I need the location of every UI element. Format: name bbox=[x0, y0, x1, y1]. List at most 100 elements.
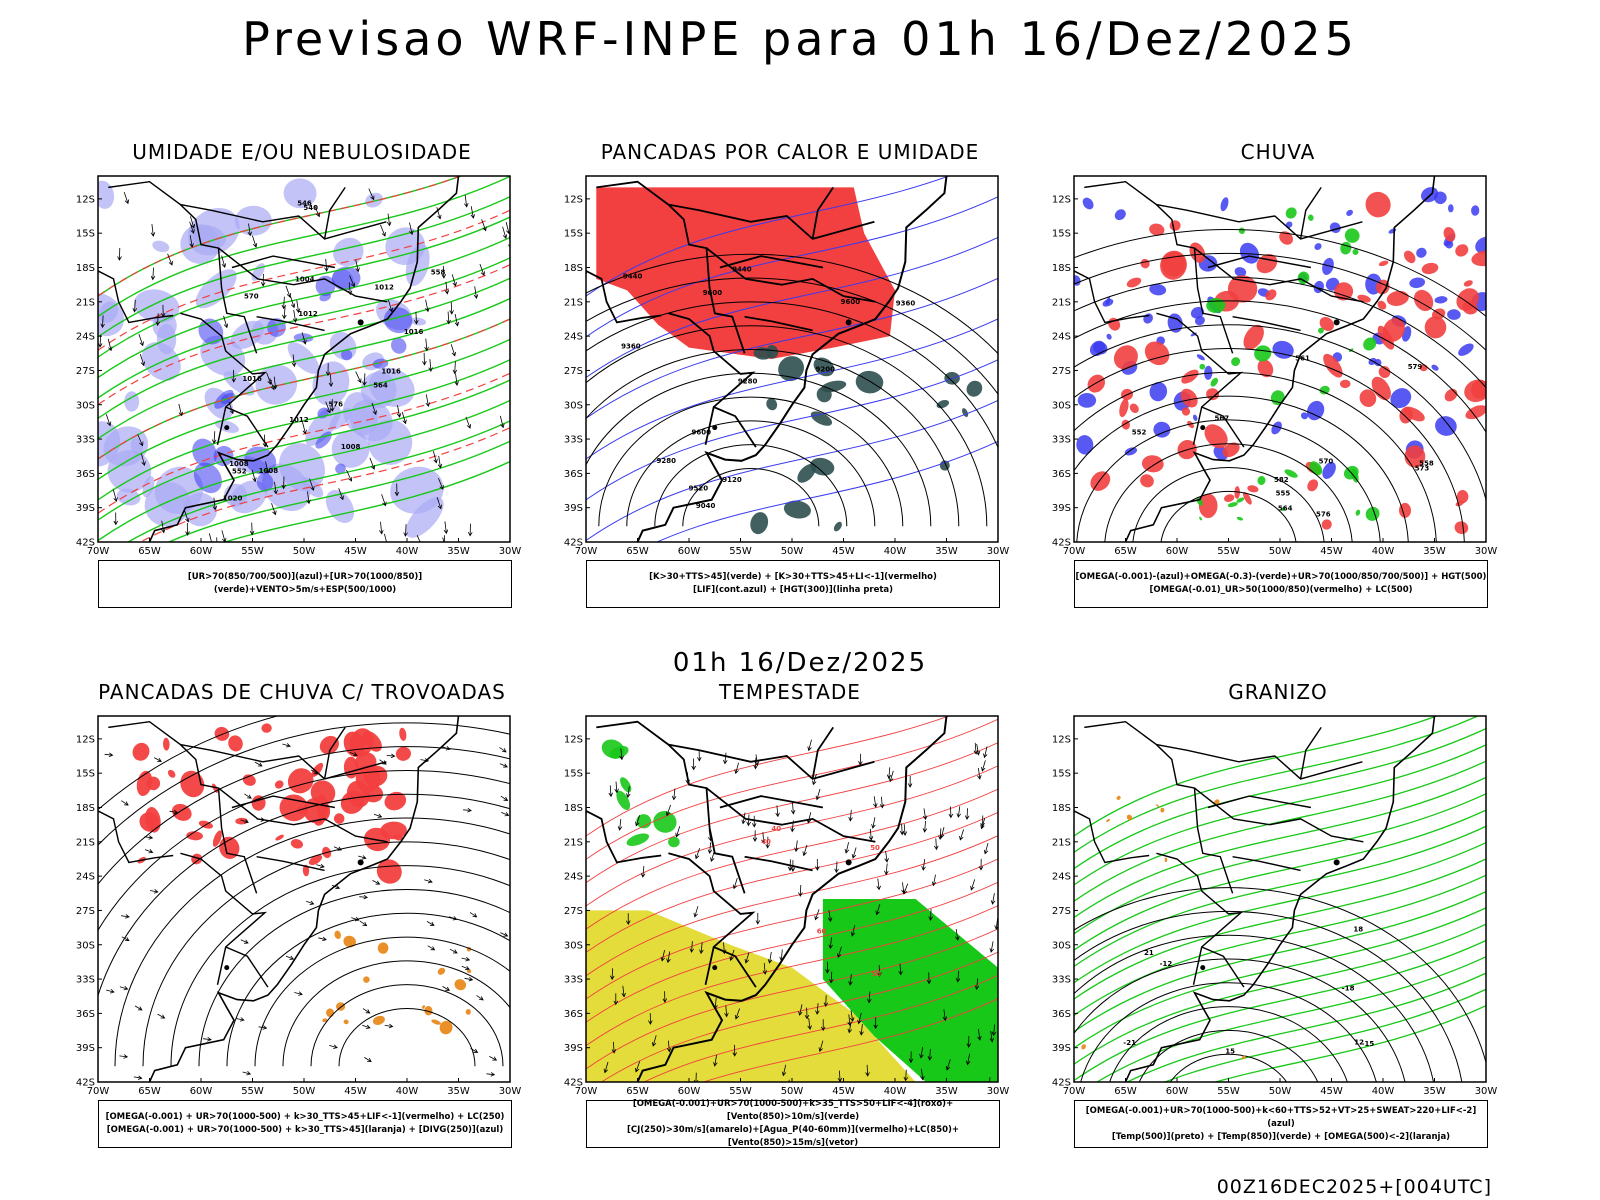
streamline-arrow bbox=[240, 939, 249, 944]
wind-vector bbox=[613, 993, 619, 1006]
contour-label: 561 bbox=[1295, 355, 1310, 363]
streamline-arrow bbox=[104, 752, 114, 758]
height-contour bbox=[1104, 443, 1353, 542]
green-contour bbox=[98, 216, 510, 358]
lon-tick-label: 55W bbox=[729, 546, 752, 557]
lat-tick-label: 33S bbox=[564, 975, 583, 986]
lat-tick-label: 24S bbox=[1052, 332, 1071, 343]
humidity-area bbox=[152, 240, 170, 253]
wind-vector bbox=[324, 258, 329, 272]
wind-vector bbox=[450, 344, 456, 357]
contour-label: 564 bbox=[373, 381, 388, 389]
border-line bbox=[1232, 855, 1301, 872]
contour-label: 1016 bbox=[381, 367, 401, 375]
temp-850-contour bbox=[1163, 988, 1486, 1082]
wind-vector bbox=[640, 866, 646, 878]
wind-vector bbox=[381, 494, 387, 507]
border-line bbox=[586, 810, 662, 864]
omega-area bbox=[1434, 296, 1448, 304]
wind-vector bbox=[454, 373, 459, 387]
wind-vector bbox=[761, 832, 766, 844]
wind-vector bbox=[942, 1009, 948, 1022]
lon-tick-label: 50W bbox=[293, 1086, 316, 1097]
wind-vector bbox=[755, 912, 761, 925]
wind-vector bbox=[433, 450, 438, 464]
lat-tick-label: 27S bbox=[76, 366, 95, 377]
border-line bbox=[668, 743, 875, 780]
rain-area bbox=[1222, 442, 1240, 458]
wind-vector bbox=[899, 823, 905, 836]
thunderstorm-area bbox=[180, 770, 205, 798]
humidity-area bbox=[124, 391, 140, 412]
wind-vector bbox=[502, 226, 508, 239]
border-line bbox=[1299, 726, 1322, 780]
wind-vector bbox=[301, 332, 307, 345]
wind-vector bbox=[273, 481, 278, 495]
lat-tick-label: 30S bbox=[1052, 400, 1071, 411]
contour-label: 570 bbox=[244, 292, 259, 300]
omega-strong-area bbox=[1344, 228, 1360, 243]
border-line bbox=[1156, 852, 1244, 985]
lon-tick-label: 30W bbox=[1475, 546, 1498, 557]
lon-tick-label: 45W bbox=[832, 546, 855, 557]
lon-tick-label: 55W bbox=[241, 1086, 264, 1097]
wind-vector bbox=[189, 221, 195, 234]
rain-area bbox=[1321, 519, 1332, 530]
streamline-arrow bbox=[282, 743, 291, 748]
height-contour bbox=[586, 325, 988, 527]
wind-vector bbox=[625, 913, 631, 926]
lon-tick-label: 30W bbox=[499, 546, 522, 557]
wind-vector bbox=[132, 299, 138, 313]
lat-tick-label: 27S bbox=[1052, 906, 1071, 917]
lon-tick-label: 65W bbox=[138, 1086, 161, 1097]
lif-contour bbox=[586, 176, 951, 297]
contour-label: -15 bbox=[1362, 1040, 1375, 1048]
temp-850-contour bbox=[1074, 825, 1486, 967]
convection-area bbox=[422, 1005, 425, 1009]
wind-vector bbox=[302, 421, 307, 435]
omega-area bbox=[1149, 283, 1167, 296]
wind-vector bbox=[295, 300, 301, 314]
lat-tick-label: 36S bbox=[564, 469, 583, 480]
lon-tick-label: 60W bbox=[190, 546, 213, 557]
omega-area bbox=[1241, 1055, 1246, 1060]
omega-strong-area bbox=[1210, 377, 1219, 387]
green-contour bbox=[98, 196, 510, 338]
wind-vector bbox=[208, 533, 214, 542]
thickness-contour bbox=[98, 372, 510, 514]
border-line bbox=[713, 946, 757, 988]
lat-tick-label: 42S bbox=[76, 1078, 95, 1089]
wind-vector bbox=[371, 402, 377, 416]
legend-caption: [K>30+TTS>45](verde) + [K>30+TTS>45+LI<-… bbox=[586, 560, 1000, 608]
wind-vector bbox=[873, 796, 878, 808]
lake-mark bbox=[712, 965, 718, 971]
wind-vector bbox=[281, 476, 286, 490]
streamline-arrow bbox=[285, 955, 295, 960]
lat-tick-label: 42S bbox=[76, 538, 95, 549]
lon-tick-label: 70W bbox=[575, 1086, 598, 1097]
wind-vector bbox=[414, 311, 419, 325]
streamline-arrow bbox=[329, 1044, 338, 1049]
streamline bbox=[98, 722, 510, 846]
lat-tick-label: 24S bbox=[564, 872, 583, 883]
wind-vector bbox=[877, 965, 882, 977]
omega-area bbox=[1106, 819, 1111, 822]
wind-vector bbox=[989, 1077, 991, 1082]
rain-area bbox=[1243, 324, 1264, 350]
wind-vector bbox=[752, 830, 758, 843]
height-contour bbox=[1074, 348, 1465, 542]
omega-area bbox=[1167, 313, 1183, 333]
streamline-arrow bbox=[427, 945, 436, 951]
omega-area bbox=[1082, 197, 1094, 210]
humidity-area-dense bbox=[340, 349, 353, 361]
streamline-arrow bbox=[119, 1054, 129, 1059]
border-line bbox=[218, 787, 388, 843]
wind-vector bbox=[160, 520, 166, 534]
green-contour bbox=[126, 420, 510, 542]
rain-area bbox=[1398, 502, 1412, 518]
wind-vector bbox=[975, 743, 981, 756]
lat-tick-label: 30S bbox=[564, 400, 583, 411]
convection-area bbox=[465, 1009, 471, 1015]
convection-area bbox=[467, 969, 472, 974]
wind-vector bbox=[167, 253, 173, 266]
